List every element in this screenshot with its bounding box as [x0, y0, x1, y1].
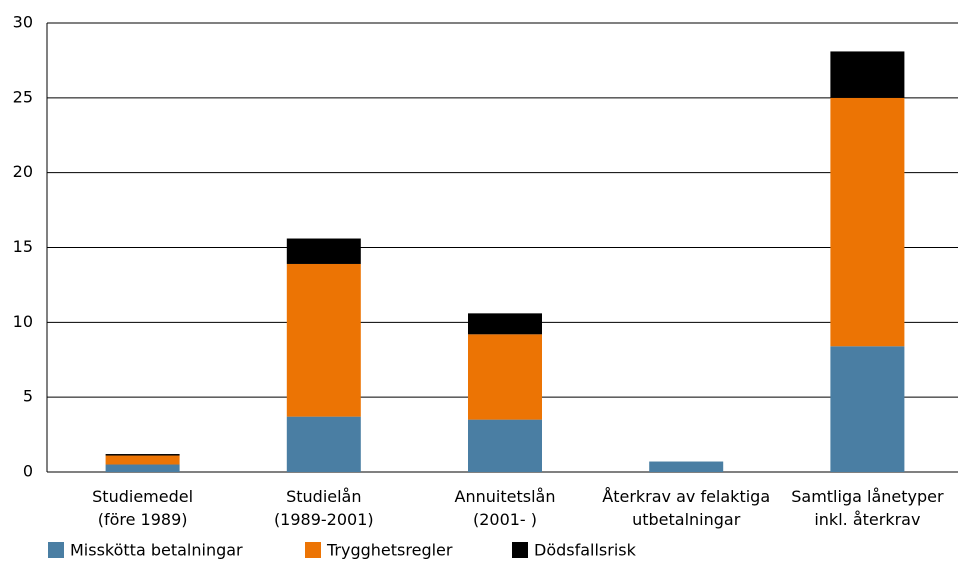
x-tick-label: Samtliga lånetyper inkl. återkrav — [791, 487, 944, 529]
bar-segment — [830, 97, 905, 347]
bar-segment — [830, 51, 905, 98]
bar-segment — [286, 416, 361, 472]
y-tick-label: 25 — [13, 87, 33, 106]
legend-label: Trygghetsregler — [326, 541, 453, 560]
y-tick-label: 15 — [13, 237, 33, 256]
legend-swatch — [48, 542, 64, 558]
y-tick-label: 30 — [13, 13, 33, 32]
bar-segment — [649, 461, 724, 472]
y-tick-label: 10 — [13, 312, 33, 331]
y-tick-label: 20 — [13, 162, 33, 181]
bar-segment — [468, 419, 542, 472]
legend-swatch — [512, 542, 528, 558]
x-tick-label: Studielån (1989-2001) — [274, 487, 374, 529]
y-tick-label: 0 — [23, 462, 33, 481]
x-tick-label: Studiemedel (före 1989) — [92, 487, 193, 529]
x-tick-label: Annuitetslån (2001- ) — [455, 487, 556, 529]
y-tick-label: 5 — [23, 387, 33, 406]
bar-segment — [105, 464, 180, 472]
bar-segment — [105, 455, 180, 465]
bar-segment — [468, 334, 542, 420]
bar-segment — [468, 313, 542, 335]
legend-label: Dödsfallsrisk — [534, 541, 637, 560]
x-tick-label: Återkrav av felaktiga utbetalningar — [602, 487, 770, 529]
legend-label: Misskötta betalningar — [70, 541, 243, 560]
bar-segment — [830, 346, 905, 472]
legend-swatch — [305, 542, 321, 558]
bar-segment — [105, 454, 180, 456]
bar-segment — [286, 263, 361, 417]
bar-segment — [286, 238, 361, 264]
